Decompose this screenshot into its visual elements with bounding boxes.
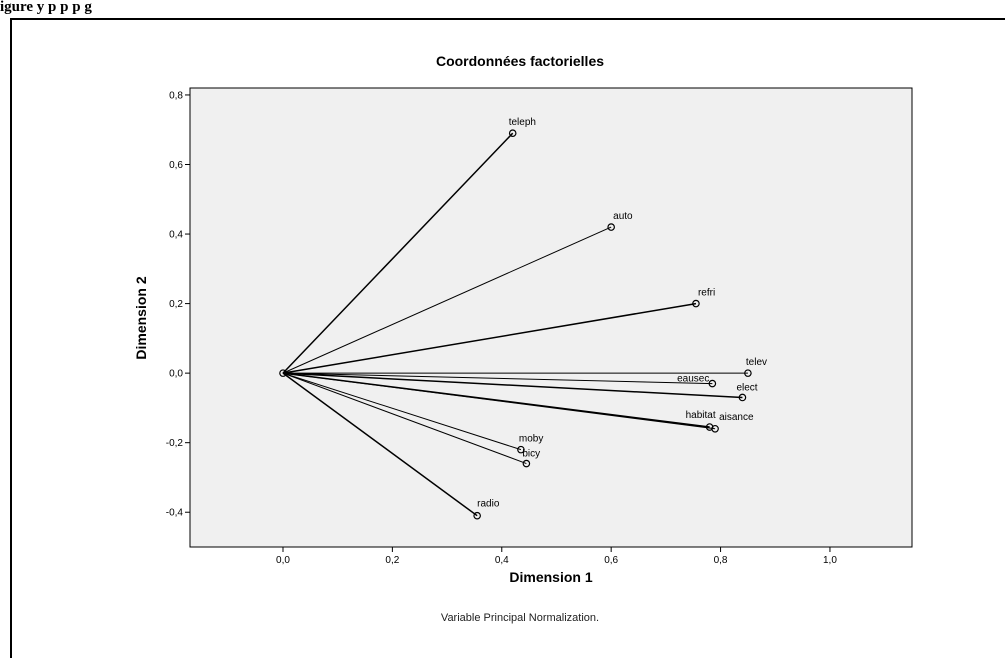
point-aisance <box>711 424 719 433</box>
point-eausec <box>708 379 717 388</box>
loading-vector-teleph <box>282 132 514 374</box>
x-tick-label: 0,0 <box>276 555 290 566</box>
loading-vector-eausec <box>282 372 713 385</box>
point-refri <box>692 299 700 308</box>
y-tick-label: 0,4 <box>169 230 183 241</box>
y-tick-label: 0,0 <box>169 369 183 380</box>
point-label-refri: refri <box>698 288 715 299</box>
y-tick-label: 0,2 <box>169 299 183 310</box>
x-tick-label: 0,6 <box>604 555 618 566</box>
point-moby <box>517 445 525 454</box>
point-label-moby: moby <box>519 434 543 445</box>
loading-vector-aisance <box>282 372 716 430</box>
loading-vector-bicy <box>282 372 527 465</box>
y-tick-label: -0,4 <box>166 508 184 519</box>
x-tick-label: 0,8 <box>714 555 728 566</box>
y-tick-label: 0,6 <box>169 160 183 171</box>
point-radio <box>473 511 481 520</box>
loading-vector-radio <box>282 372 478 517</box>
point-elect <box>738 393 747 402</box>
loading-vector-elect <box>282 372 743 399</box>
y-tick-label: -0,2 <box>166 438 184 449</box>
y-axis-title: Dimension 2 <box>133 276 149 359</box>
origin-point <box>279 369 287 377</box>
point-label-telev: telev <box>746 357 767 368</box>
axes: 0,0 0,2 0,4 0,6 0,8 1,0 -0,4 -0,2 0,0 0,2 0,4 0,6 0,… <box>166 90 838 566</box>
point-label-aisance: aisance <box>719 412 754 423</box>
x-tick-label: 1,0 <box>823 555 837 566</box>
point-label-eausec: eausec <box>677 374 709 385</box>
chart-note: Variable Principal Normalization. <box>441 612 599 624</box>
y-tick-label: 0,8 <box>169 90 183 101</box>
x-tick-label: 0,4 <box>495 555 509 566</box>
point-label-bicy: bicy <box>522 449 540 460</box>
point-bicy <box>522 459 531 468</box>
plot-area <box>189 87 913 548</box>
point-label-radio: radio <box>477 499 500 510</box>
figure-caption: igure y p p p g <box>0 0 92 15</box>
loading-vector-moby <box>282 372 522 451</box>
point-label-teleph: teleph <box>509 117 536 128</box>
point-auto <box>607 223 615 231</box>
loading-points: teleph auto refri telev eausec elect habitat ai… <box>279 117 767 520</box>
chart-title: Coordonnées factorielles <box>436 53 604 69</box>
x-axis-title: Dimension 1 <box>509 569 592 585</box>
point-label-habitat: habitat <box>686 410 716 421</box>
point-teleph <box>508 129 517 138</box>
point-label-auto: auto <box>613 211 633 222</box>
x-tick-label: 0,2 <box>385 555 399 566</box>
loading-vectors <box>282 132 748 517</box>
loading-vector-auto <box>282 226 612 374</box>
point-telev <box>744 369 752 377</box>
point-label-elect: elect <box>736 382 757 393</box>
loading-vector-refri <box>282 302 697 374</box>
figure-frame <box>10 18 1005 658</box>
